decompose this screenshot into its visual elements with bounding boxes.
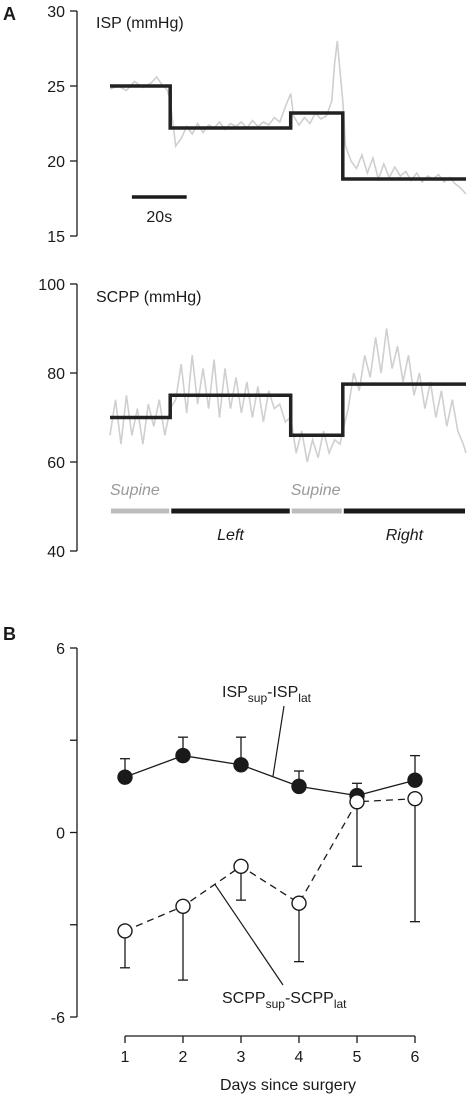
panel-a-label: A xyxy=(3,4,16,24)
isp-data-point xyxy=(233,757,249,773)
isp-data-point xyxy=(407,772,423,788)
scpp-title: SCPP (mmHg) xyxy=(96,289,202,306)
x-tick-label: 5 xyxy=(353,1049,362,1066)
isp-label-sub1: sup xyxy=(248,691,268,705)
y-tick-label: 6 xyxy=(56,641,65,658)
isp-trace-chart: ISP (mmHg) 15 20 25 30 20s xyxy=(47,4,467,246)
posture-label-supine: Supine xyxy=(110,482,160,499)
scpp-data-point xyxy=(291,895,307,911)
isp-data-point xyxy=(291,778,307,795)
time-scale-bar-label: 20s xyxy=(146,209,172,226)
scpp-y-tick-label: 100 xyxy=(38,277,65,294)
scpp-data-point xyxy=(175,898,191,914)
isp-data-point xyxy=(117,769,133,785)
isp-y-tick-label: 25 xyxy=(47,79,65,96)
isp-series-line xyxy=(124,754,416,797)
x-tick-label: 6 xyxy=(411,1049,420,1066)
isp-raw-trace xyxy=(109,40,467,195)
scpp-label-sub1: sup xyxy=(266,997,286,1011)
scpp-data-point xyxy=(117,923,133,939)
isp-label-main: ISP xyxy=(222,684,248,701)
isp-label-pointer xyxy=(272,705,285,777)
isp-y-tick-label: 20 xyxy=(47,154,65,171)
scpp-y-tick-label: 60 xyxy=(47,455,65,472)
scpp-data-point xyxy=(407,790,423,807)
x-axis-label: Days since surgery xyxy=(220,1077,356,1094)
scpp-data-point xyxy=(233,858,249,875)
scpp-trace-chart: SCPP (mmHg) 40 60 80 100 Supine Left Supine Rig… xyxy=(38,277,467,561)
scpp-label-sub2: lat xyxy=(334,997,347,1011)
scpp-label-main: SCPP xyxy=(222,990,266,1007)
y-tick-label: 0 xyxy=(56,826,65,843)
series-label-isp: ISPsup-ISPlat xyxy=(222,684,312,705)
scpp-label-pointer xyxy=(214,883,284,986)
isp-y-tick-label: 30 xyxy=(47,4,65,21)
isp-mean-step-line xyxy=(110,84,466,181)
scpp-series-line xyxy=(124,798,416,932)
scpp-mean-step-line xyxy=(110,382,466,438)
series-label-scpp: SCPPsup-SCPPlat xyxy=(222,990,347,1011)
posture-label-left: Left xyxy=(217,527,244,544)
isp-label-sub2: lat xyxy=(298,691,311,705)
isp-label-mid: -ISP xyxy=(267,684,298,701)
x-tick-label: 3 xyxy=(237,1049,246,1066)
scpp-y-tick-label: 40 xyxy=(47,544,65,561)
x-tick-label: 1 xyxy=(121,1049,130,1066)
y-tick-label: -6 xyxy=(51,1010,65,1027)
days-error-bar-chart: Days since surgery ISPsup-ISPlat SCPPsup… xyxy=(51,641,423,1094)
scpp-label-mid: -SCPP xyxy=(285,990,334,1007)
scpp-data-point xyxy=(349,794,365,810)
posture-label-right: Right xyxy=(386,527,424,544)
isp-y-tick-label: 15 xyxy=(47,229,65,246)
panel-b-label: B xyxy=(3,624,16,644)
isp-title: ISP (mmHg) xyxy=(96,15,184,32)
x-tick-label: 4 xyxy=(295,1049,304,1066)
posture-label-supine: Supine xyxy=(291,482,341,499)
scpp-y-tick-label: 80 xyxy=(47,366,65,383)
isp-data-point xyxy=(175,747,191,764)
x-tick-label: 2 xyxy=(179,1049,188,1066)
